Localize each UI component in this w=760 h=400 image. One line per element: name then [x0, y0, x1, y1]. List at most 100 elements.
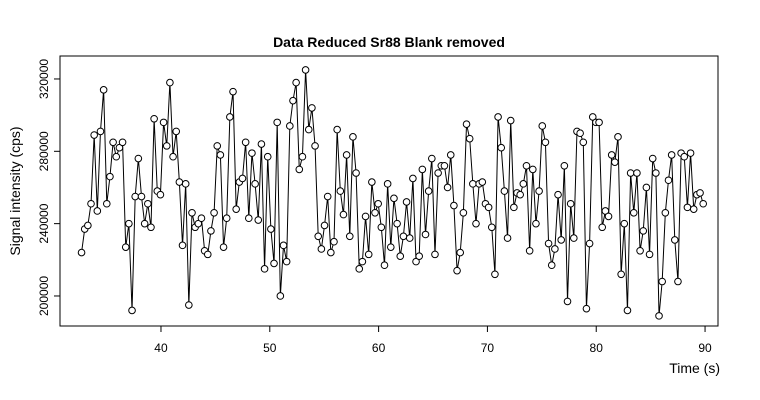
data-point — [560, 161, 569, 170]
data-point — [469, 180, 477, 188]
data-point — [368, 178, 376, 186]
data-point — [424, 187, 433, 195]
data-point — [393, 219, 401, 228]
data-point — [257, 140, 266, 148]
data-point — [374, 199, 382, 208]
data-point — [115, 143, 124, 152]
data-point — [680, 152, 689, 161]
y-tick-label: 240000 — [37, 203, 51, 243]
data-point — [399, 232, 408, 241]
data-point — [655, 312, 663, 320]
data-point — [421, 230, 430, 239]
data-point — [308, 104, 316, 112]
data-point — [109, 138, 117, 147]
x-tick-label: 90 — [698, 341, 712, 355]
data-point — [652, 169, 660, 177]
data-point — [77, 248, 86, 257]
data-point — [244, 214, 253, 223]
data-point — [576, 129, 584, 138]
data-point — [380, 261, 389, 270]
data-point — [112, 152, 121, 161]
data-point — [327, 248, 335, 257]
data-point — [342, 151, 351, 159]
data-point — [270, 259, 278, 268]
data-point — [131, 192, 139, 201]
data-point — [547, 261, 556, 270]
data-point — [96, 127, 105, 136]
data-point — [203, 250, 212, 259]
y-tick-label: 200000 — [37, 276, 51, 316]
data-point — [386, 243, 395, 251]
data-point — [683, 203, 692, 212]
data-point — [260, 265, 269, 273]
data-point — [210, 208, 218, 217]
data-point — [667, 151, 676, 159]
data-point — [519, 180, 528, 188]
data-point — [147, 223, 155, 232]
data-point — [566, 199, 575, 208]
data-point — [648, 154, 657, 163]
data-point — [459, 208, 468, 217]
data-point — [248, 149, 256, 157]
data-point — [172, 127, 181, 136]
x-tick-label: 40 — [154, 341, 168, 355]
data-point — [462, 120, 471, 128]
data-point — [412, 257, 420, 266]
data-point — [178, 241, 187, 250]
data-point — [377, 223, 386, 232]
data-point — [674, 277, 682, 286]
data-point — [472, 219, 480, 228]
data-point — [696, 189, 704, 197]
data-point — [333, 125, 341, 134]
data-point — [522, 161, 531, 170]
data-point — [633, 169, 641, 177]
data-point — [544, 239, 553, 248]
data-point — [121, 243, 130, 251]
data-point — [541, 138, 550, 147]
data-point — [87, 199, 95, 208]
data-point — [639, 227, 648, 235]
data-point — [478, 178, 487, 186]
data-point — [579, 138, 588, 147]
data-point — [273, 118, 281, 127]
data-point — [491, 270, 499, 279]
y-tick-label: 280000 — [37, 131, 51, 171]
data-point — [604, 212, 613, 221]
data-point — [699, 199, 708, 208]
data-point — [453, 266, 461, 275]
data-point — [181, 180, 190, 188]
data-point — [241, 138, 250, 147]
data-point — [645, 250, 654, 259]
data-point — [671, 236, 679, 244]
data-point — [345, 232, 354, 241]
data-point — [402, 198, 411, 206]
data-point — [528, 165, 537, 174]
data-point — [125, 219, 133, 228]
data-point — [292, 78, 300, 87]
data-point — [456, 248, 465, 257]
data-point — [607, 151, 616, 159]
data-point — [254, 216, 263, 224]
data-point — [355, 265, 364, 273]
data-point — [503, 234, 512, 242]
data-point — [90, 131, 98, 139]
data-point — [538, 122, 547, 130]
data-point — [226, 113, 234, 121]
x-tick-label: 70 — [481, 341, 495, 355]
data-point — [352, 169, 360, 177]
data-point — [118, 138, 127, 147]
data-point — [330, 237, 338, 246]
data-point — [336, 187, 345, 195]
data-point — [298, 152, 307, 161]
y-axis-label: Signal intensity (cps) — [7, 126, 23, 255]
data-point — [263, 152, 272, 161]
data-point — [84, 221, 92, 230]
data-point — [311, 142, 319, 150]
data-point — [320, 221, 329, 230]
data-point — [216, 151, 225, 159]
x-tick-label: 60 — [372, 341, 386, 355]
data-point — [364, 250, 373, 259]
data-point — [383, 180, 392, 188]
data-point — [497, 143, 506, 152]
